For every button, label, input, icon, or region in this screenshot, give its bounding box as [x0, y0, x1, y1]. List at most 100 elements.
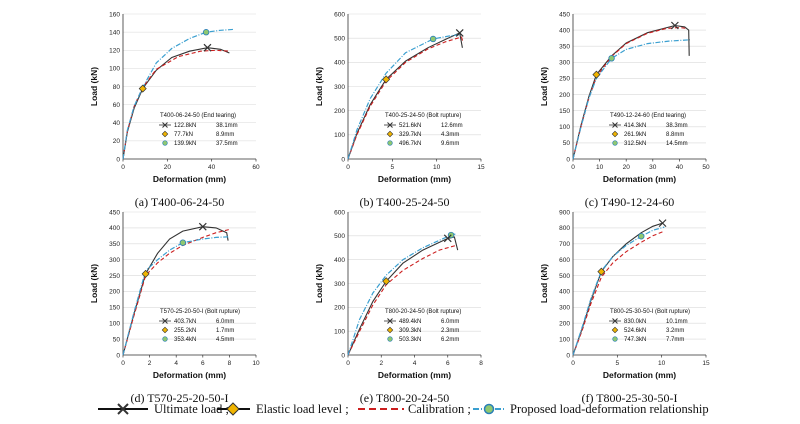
ultimate-load-marker — [658, 219, 667, 228]
inset-legend: T570-25-20-50-I (Bolt rupture) 403.7kN 6.0… — [159, 309, 240, 343]
x-tick-label: 10 — [252, 360, 260, 367]
y-tick-label: 40 — [113, 120, 121, 127]
inset-legend-load-value: 77.7kN — [174, 132, 193, 138]
y-tick-label: 600 — [334, 11, 345, 18]
inset-legend-title: T400-25-24-50 (Bolt rupture) — [385, 113, 461, 119]
y-tick-label: 300 — [334, 84, 345, 91]
inset-legend-load-value: 521.6kN — [399, 123, 421, 129]
proposed-load-marker — [608, 55, 615, 62]
y-tick-label: 0 — [341, 156, 345, 163]
y-axis-label: Load (kN) — [89, 67, 99, 106]
inset-legend-deformation-value: 1.7mm — [216, 328, 234, 334]
inset-legend-title: T570-25-20-50-I (Bolt rupture) — [160, 309, 240, 315]
proposed-load-marker — [179, 239, 187, 246]
x-tick-label: 2 — [148, 360, 152, 367]
x-axis-label: Deformation (mm) — [153, 370, 226, 380]
inset-legend-title: T800-20-24-50 (Bolt rupture) — [385, 309, 461, 315]
inset-legend-deformation-value: 38.3mm — [666, 123, 688, 129]
x-tick-label: 8 — [228, 360, 232, 367]
chart-panel-2: 0 100 200 300 400 500 600 0 5 10 15 Deformation (mm… — [314, 11, 485, 209]
y-tick-label: 140 — [109, 29, 120, 36]
y-tick-label: 400 — [559, 289, 570, 296]
inset-legend-load-value: 255.2kN — [174, 328, 196, 334]
y-tick-label: 200 — [334, 108, 345, 115]
inset-legend-title: T800-25-30-50-I (Bolt rupture) — [610, 309, 690, 315]
x-tick-label: 0 — [121, 164, 125, 171]
y-tick-label: 450 — [559, 11, 570, 18]
legend-ultimate-label: Ultimate load ; — [154, 402, 229, 416]
elastic-load-marker — [382, 277, 391, 286]
legend-elastic-label: Elastic load level ; — [256, 402, 349, 416]
x-tick-label: 60 — [252, 164, 260, 171]
y-tick-label: 150 — [109, 305, 120, 312]
y-tick-label: 500 — [559, 273, 570, 280]
x-tick-label: 5 — [616, 360, 620, 367]
inset-legend: T800-20-24-50 (Bolt rupture) 489.4kN 6.0mm… — [384, 309, 461, 343]
y-tick-label: 0 — [566, 352, 570, 359]
y-tick-label: 700 — [559, 241, 570, 248]
proposed-curve — [122, 236, 230, 356]
inset-legend-load-value: 496.7kN — [399, 141, 421, 147]
legend-item-calibration: Calibration ; — [358, 402, 471, 416]
y-tick-label: 350 — [559, 44, 570, 51]
x-tick-label: 10 — [433, 164, 441, 171]
y-tick-label: 150 — [559, 108, 570, 115]
inset-legend-ultimate-marker — [612, 122, 618, 128]
ultimate-load-marker — [203, 43, 212, 52]
y-tick-label: 600 — [334, 209, 345, 216]
inset-legend-load-value: 524.6kN — [624, 328, 646, 334]
y-tick-label: 50 — [563, 140, 571, 147]
y-tick-label: 100 — [334, 132, 345, 139]
y-tick-label: 500 — [334, 233, 345, 240]
x-tick-label: 50 — [702, 164, 710, 171]
inset-legend-load-value: 353.4kN — [174, 337, 196, 343]
inset-legend-ultimate-marker — [162, 318, 168, 324]
ultimate-load-marker — [198, 222, 207, 231]
calibration-curve — [347, 244, 457, 356]
chart-panel-5: 0 100 200 300 400 500 600 0 2 4 6 8 Deformation (mm)… — [314, 209, 483, 405]
inset-legend-title: T400-06-24-50 (End tearing) — [160, 113, 236, 119]
x-axis-label: Deformation (mm) — [153, 174, 226, 184]
y-tick-label: 250 — [559, 76, 570, 83]
inset-legend-deformation-value: 4.3mm — [441, 132, 459, 138]
inset-legend-elastic-marker — [386, 130, 394, 138]
inset-legend-deformation-value: 37.5mm — [216, 141, 238, 147]
inset-legend-deformation-value: 6.2mm — [441, 337, 459, 343]
x-tick-label: 6 — [446, 360, 450, 367]
inset-legend-load-value: 329.7kN — [399, 132, 421, 138]
inset-legend-load-value: 747.3kN — [624, 337, 646, 343]
inset-legend-load-value: 830.0kN — [624, 319, 646, 325]
y-tick-label: 400 — [334, 257, 345, 264]
y-axis-label: Load (kN) — [539, 264, 549, 303]
y-tick-label: 160 — [109, 11, 120, 18]
x-tick-label: 2 — [379, 360, 383, 367]
y-tick-label: 250 — [109, 273, 120, 280]
y-tick-label: 400 — [559, 27, 570, 34]
y-tick-label: 300 — [559, 60, 570, 67]
y-tick-label: 400 — [334, 60, 345, 67]
inset-legend-deformation-value: 7.7mm — [666, 337, 684, 343]
x-axis-label: Deformation (mm) — [378, 370, 451, 380]
inset-legend-proposed-marker — [387, 140, 393, 146]
y-tick-label: 0 — [116, 352, 120, 359]
inset-legend: T400-06-24-50 (End tearing) 122.8kN 38.1mm… — [159, 113, 238, 147]
panel-caption: (a) T400-06-24-50 — [135, 195, 224, 209]
y-tick-label: 200 — [559, 92, 570, 99]
y-tick-label: 100 — [109, 321, 120, 328]
y-tick-label: 100 — [559, 336, 570, 343]
x-tick-label: 30 — [649, 164, 657, 171]
inset-legend-title: T490-12-24-60 (End tearing) — [610, 113, 686, 119]
inset-legend-load-value: 503.3kN — [399, 337, 421, 343]
legend-proposed-label: Proposed load-deformation relationship — [510, 402, 709, 416]
elastic-load-marker — [141, 269, 150, 278]
y-tick-label: 100 — [109, 66, 120, 73]
inset-legend-proposed-marker — [612, 140, 618, 146]
y-axis-label: Load (kN) — [314, 264, 324, 303]
inset-legend-load-value: 414.3kN — [624, 123, 646, 129]
panel-caption: (b) T400-25-24-50 — [359, 195, 449, 209]
inset-legend-elastic-marker — [386, 326, 394, 334]
y-tick-label: 0 — [566, 156, 570, 163]
inset-legend-deformation-value: 6.0mm — [441, 319, 459, 325]
ultimate-load-marker — [670, 21, 679, 30]
legend-item-ultimate: Ultimate load ; — [98, 402, 229, 416]
